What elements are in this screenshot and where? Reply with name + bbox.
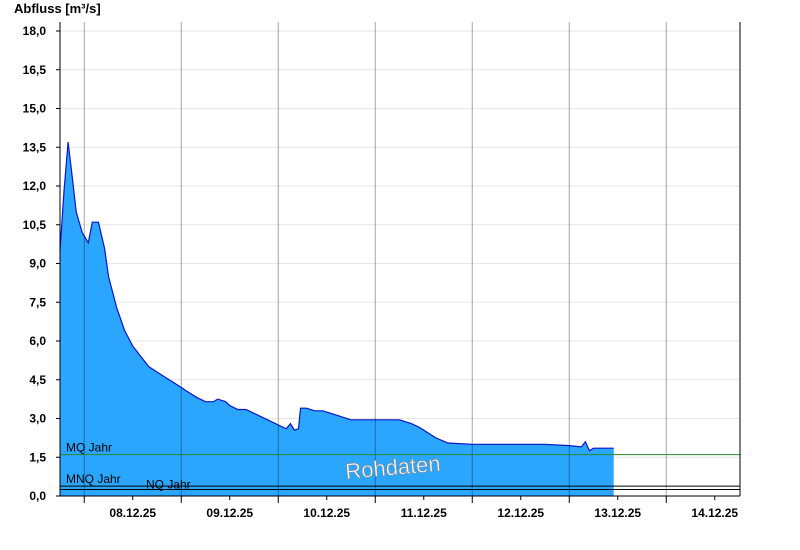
y-tick-label: 6,0 [29,334,46,348]
y-tick-label: 1,5 [29,450,46,464]
y-tick-label: 12,0 [23,179,47,193]
day-divider-lines [83,22,667,496]
x-tick-label: 09.12.25 [206,506,253,520]
y-tick-label: 10,5 [23,218,47,232]
y-axis-label: Abfluss [m³/s] [14,1,101,16]
x-tick-label: 14.12.25 [691,506,738,520]
y-axis-ticks: 0,0 1,5 3,0 4,5 6,0 7,5 9,0 10,5 12,0 13,5 15,0 16,… [23,24,60,503]
y-tick-label: 0,0 [29,489,46,503]
y-tick-label: 3,0 [29,412,46,426]
x-tick-label: 12.12.25 [497,506,544,520]
y-tick-label: 4,5 [29,373,46,387]
reference-lines: MQ Jahr MNQ Jahr NQ Jahr [60,441,740,492]
plot-frame [59,22,741,497]
y-tick-label: 13,5 [23,140,47,154]
y-tick-label: 15,0 [23,102,47,116]
x-axis-ticks: 08.12.25 09.12.25 10.12.25 11.12.25 12.12.25… [83,496,738,520]
y-tick-label: 16,5 [23,63,47,77]
mnq-label: MNQ Jahr [66,472,121,486]
y-tick-label: 18,0 [23,24,47,38]
x-tick-label: 11.12.25 [401,506,447,520]
discharge-area [60,142,614,496]
series-area [59,142,614,496]
discharge-line [59,142,614,452]
y-tick-label: 9,0 [29,257,46,271]
nq-label: NQ Jahr [146,478,191,492]
mq-label: MQ Jahr [66,441,112,455]
x-tick-label: 10.12.25 [303,506,350,520]
x-tick-label: 13.12.25 [594,506,641,520]
y-tick-label: 7,5 [29,295,46,309]
x-tick-label: 08.12.25 [109,506,156,520]
